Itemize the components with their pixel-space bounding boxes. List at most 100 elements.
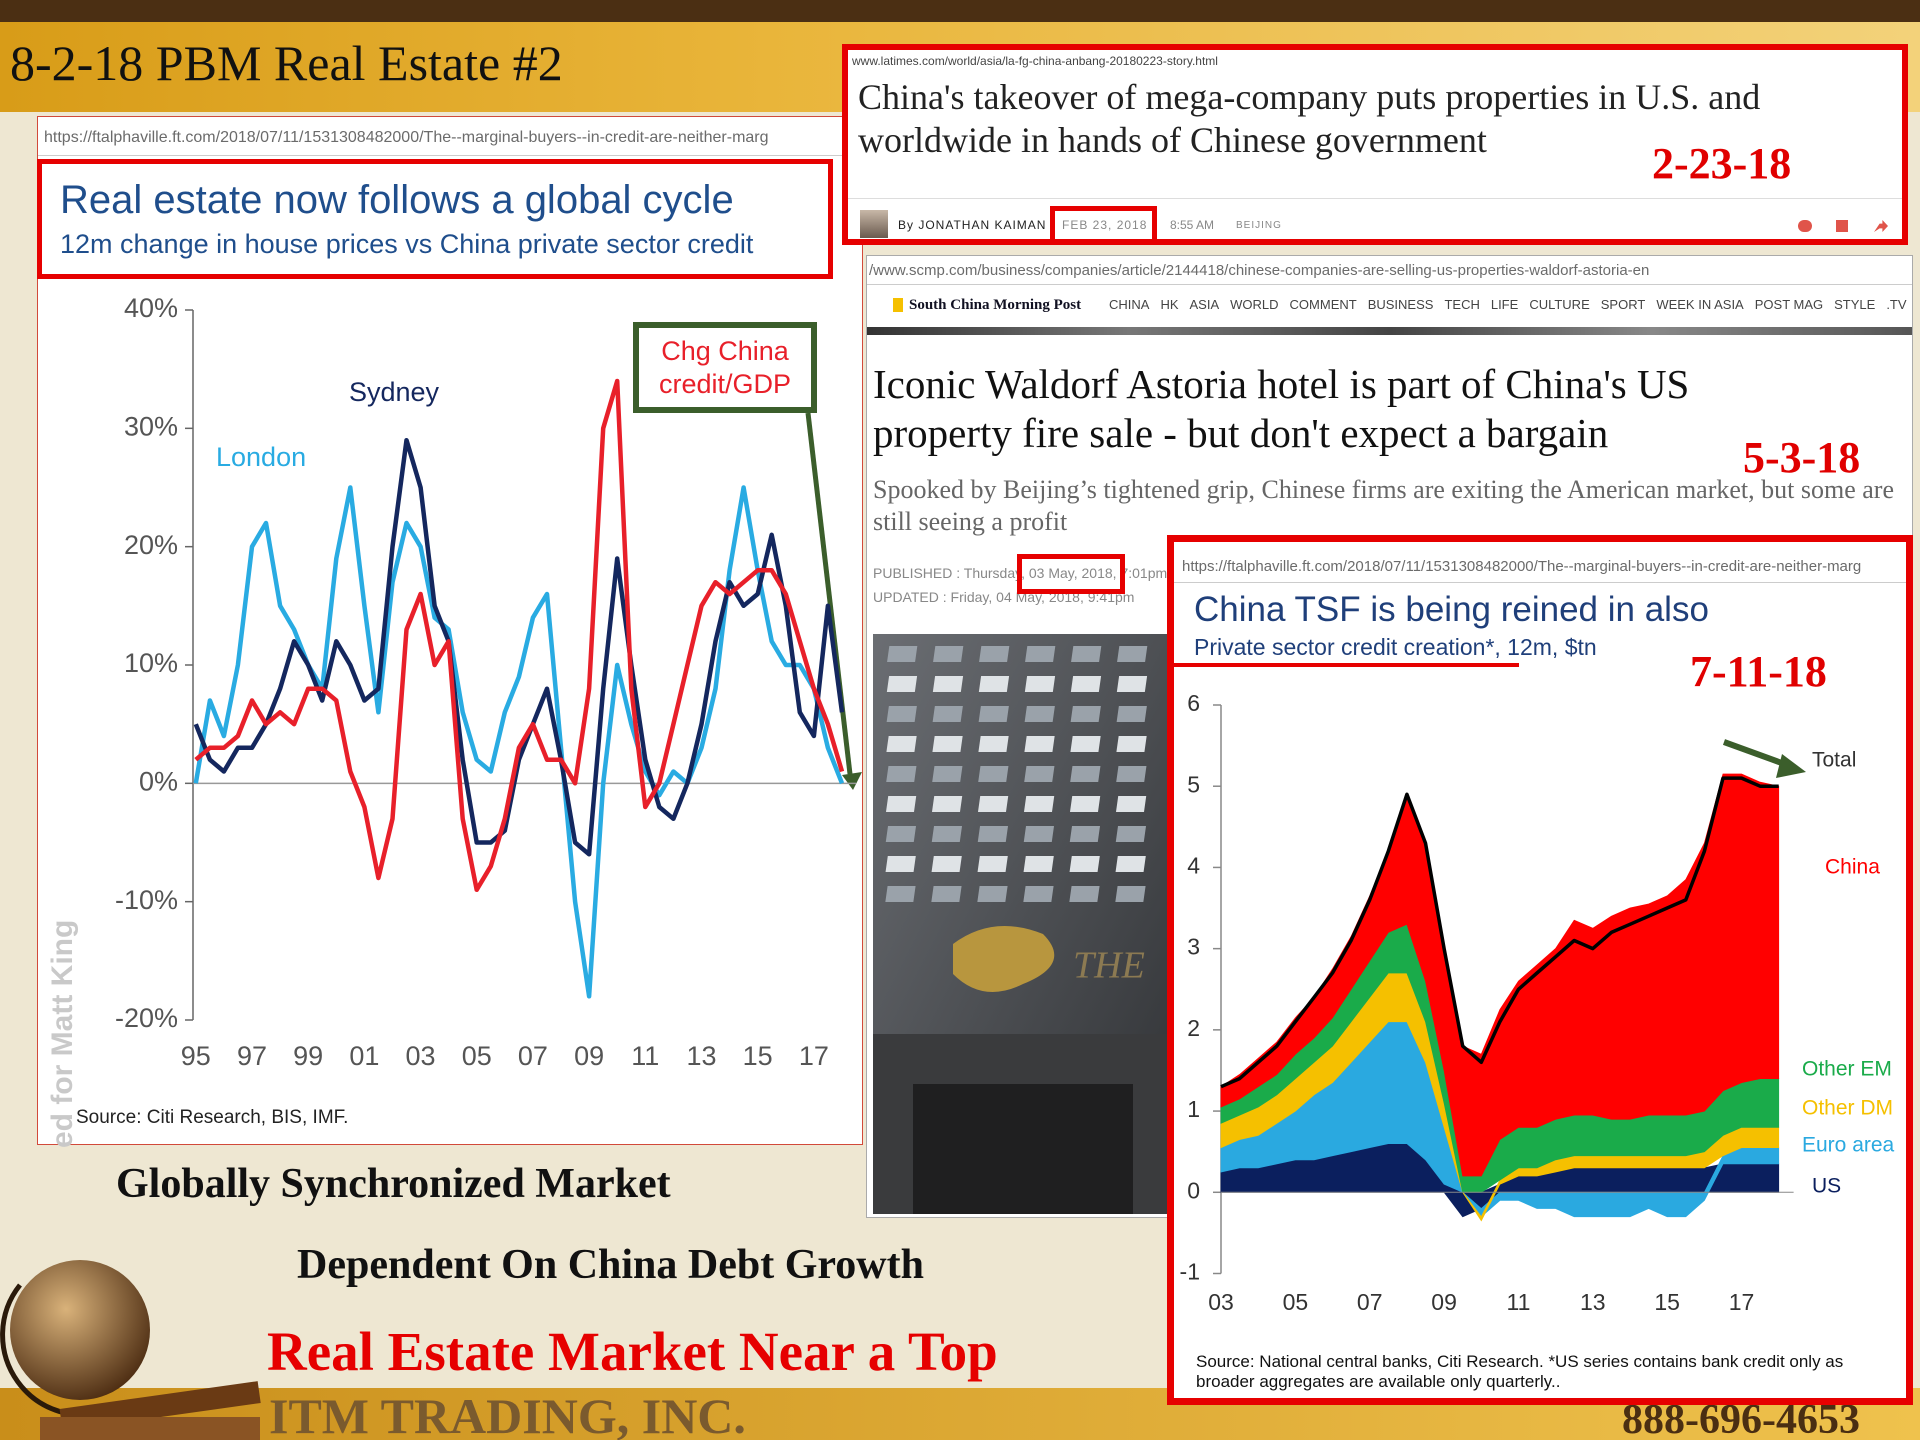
window xyxy=(978,706,1009,722)
window xyxy=(886,676,918,692)
chart-title: China TSF is being reined in also xyxy=(1194,590,1709,629)
nav-item[interactable]: LIFE xyxy=(1490,297,1519,312)
url-bar: https://ftalphaville.ft.com/2018/07/11/1… xyxy=(1182,558,1862,575)
window xyxy=(932,706,963,722)
window xyxy=(978,676,1010,692)
nav-item[interactable]: COMMENT xyxy=(1289,297,1357,312)
window xyxy=(1070,736,1101,752)
window xyxy=(1070,706,1101,722)
share-icons xyxy=(1798,218,1898,234)
windows xyxy=(885,646,1148,902)
headline: Iconic Waldorf Astoria hotel is part of … xyxy=(873,361,1690,456)
window xyxy=(1024,676,1056,692)
window xyxy=(1071,646,1102,662)
window xyxy=(932,676,964,692)
window xyxy=(886,736,917,752)
share-twitter[interactable] xyxy=(1798,220,1812,232)
headline: China's takeover of mega-company puts pr… xyxy=(858,77,1761,160)
globe-icon xyxy=(0,1260,261,1440)
avatar xyxy=(860,210,888,238)
divider xyxy=(848,198,1902,199)
share-forward[interactable] xyxy=(1874,220,1888,232)
nav-item[interactable]: CULTURE xyxy=(1529,297,1590,312)
nav-item[interactable]: CHINA xyxy=(1109,297,1150,312)
window xyxy=(933,646,964,662)
window xyxy=(1070,766,1101,782)
nav-item[interactable]: SPORT xyxy=(1600,297,1646,312)
nav-item[interactable]: ASIA xyxy=(1189,297,1220,312)
watermark: ed for Matt King xyxy=(46,919,79,1148)
window xyxy=(1069,826,1101,842)
logo-mark xyxy=(893,298,903,312)
window xyxy=(1023,886,1054,902)
standfirst: Spooked by Beijing’s tightened grip, Chi… xyxy=(873,475,1894,536)
footer-line-3: Real Estate Market Near a Top xyxy=(267,1321,998,1382)
window xyxy=(1024,706,1055,722)
location: BEIJING xyxy=(1236,220,1282,231)
series-label-box: Chg China credit/GDP xyxy=(633,322,817,413)
share-facebook[interactable] xyxy=(1836,220,1848,232)
date-stamp: 5-3-18 xyxy=(1743,433,1861,482)
nav-item[interactable]: .TV xyxy=(1886,297,1907,312)
nav-strip xyxy=(867,327,1912,335)
window xyxy=(1069,796,1101,812)
subtitle-underline xyxy=(1174,663,1519,667)
nav-item[interactable]: WORLD xyxy=(1230,297,1279,312)
window xyxy=(977,796,1009,812)
window xyxy=(979,646,1010,662)
window xyxy=(1024,766,1055,782)
window xyxy=(978,766,1009,782)
chart-subtitle: Private sector credit creation*, 12m, $t… xyxy=(1194,634,1597,660)
top-band-dark xyxy=(0,0,1920,22)
window xyxy=(977,886,1008,902)
url-divider xyxy=(1174,582,1906,583)
window xyxy=(1117,646,1148,662)
window xyxy=(885,826,917,842)
window xyxy=(885,886,916,902)
hotel-photo: THE xyxy=(873,634,1173,1214)
window xyxy=(1023,826,1055,842)
company-name: ITM TRADING, INC. xyxy=(269,1388,746,1440)
url-bar: https://ftalphaville.ft.com/2018/07/11/1… xyxy=(44,129,769,146)
window xyxy=(931,826,963,842)
date-highlight xyxy=(1050,206,1157,239)
window xyxy=(886,766,917,782)
series-label: Chg China credit/GDP xyxy=(658,335,792,399)
nav-bar: CHINA HK ASIA WORLD COMMENT BUSINESS TECH LIFE C… xyxy=(1109,297,1907,312)
nav-item[interactable]: POST MAG xyxy=(1754,297,1824,312)
footer-line-1: Globally Synchronized Market xyxy=(116,1161,671,1207)
title-box: Real estate now follows a global cycle 1… xyxy=(37,159,833,279)
window xyxy=(1069,886,1100,902)
window xyxy=(1024,736,1055,752)
date: FEB 23, 2018 xyxy=(1062,218,1148,232)
chart-source: Source: Citi Research, BIS, IMF. xyxy=(76,1107,349,1128)
window xyxy=(932,766,963,782)
nav-item[interactable]: HK xyxy=(1160,297,1179,312)
window xyxy=(887,646,918,662)
book xyxy=(40,1417,260,1440)
window xyxy=(1116,766,1147,782)
window xyxy=(931,856,962,872)
window xyxy=(1023,796,1055,812)
photo-text: THE xyxy=(1073,945,1145,987)
chart-title: Real estate now follows a global cycle xyxy=(60,178,734,222)
footer-line-2: Dependent On China Debt Growth xyxy=(297,1242,924,1288)
url-bar: /www.scmp.com/business/companies/article… xyxy=(869,262,1650,279)
window xyxy=(1116,706,1147,722)
nav-item[interactable]: BUSINESS xyxy=(1367,297,1434,312)
window xyxy=(931,796,963,812)
nav-item[interactable]: TECH xyxy=(1444,297,1480,312)
latimes-panel: www.latimes.com/world/asia/la-fg-china-a… xyxy=(842,44,1908,245)
window xyxy=(1115,796,1147,812)
window xyxy=(1025,646,1056,662)
nav-item[interactable]: WEEK IN ASIA xyxy=(1656,297,1744,312)
chart-source: Source: National central banks, Citi Res… xyxy=(1196,1352,1844,1391)
window xyxy=(885,856,916,872)
window xyxy=(1023,856,1054,872)
window xyxy=(886,706,917,722)
nav-item[interactable]: STYLE xyxy=(1834,297,1876,312)
date-stamp: 2-23-18 xyxy=(1652,139,1792,188)
